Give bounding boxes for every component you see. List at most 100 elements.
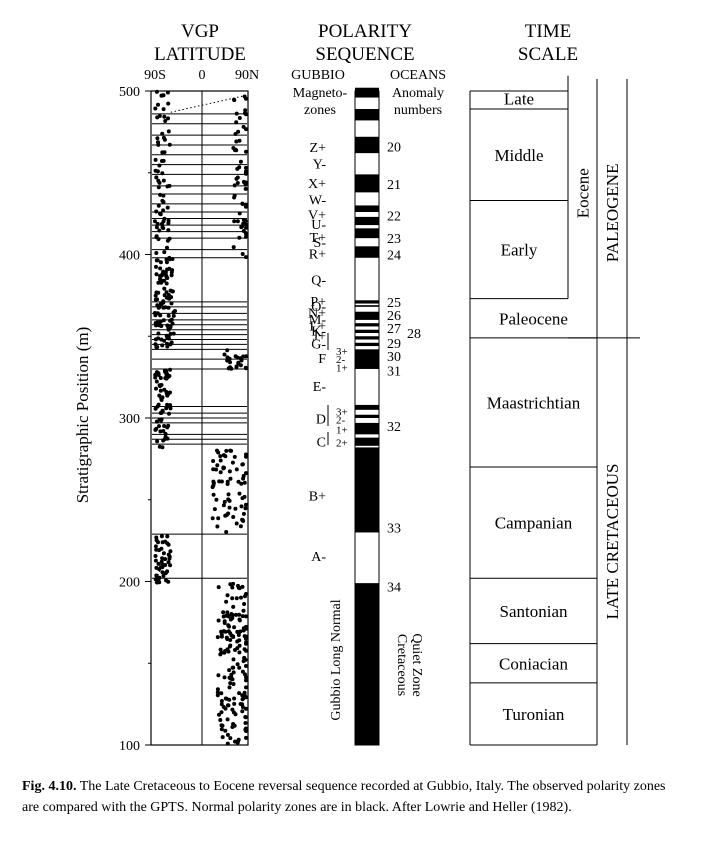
vgp-point — [241, 696, 246, 701]
vgp-point — [237, 116, 242, 120]
vgp-point — [236, 479, 241, 484]
vgp-point — [215, 687, 220, 692]
vgp-point — [232, 98, 237, 103]
vgp-point — [166, 313, 171, 318]
magnetozone-label: D — [316, 413, 326, 428]
vgp-point — [240, 517, 245, 522]
vgp-point — [164, 376, 169, 381]
vgp-point — [244, 675, 248, 680]
vgp-point — [157, 305, 162, 310]
vgp-point — [222, 352, 227, 357]
vgp-point — [216, 618, 221, 623]
caption-label: Fig. 4.10. — [22, 779, 77, 794]
vgp-point — [158, 211, 162, 216]
figure-caption: Fig. 4.10. The Late Cretaceous to Eocene… — [22, 776, 682, 818]
vgp-point — [160, 395, 165, 400]
vgp-point — [236, 360, 241, 365]
vgp-point — [211, 467, 216, 472]
vgp-point — [244, 231, 248, 236]
vgp-point — [242, 494, 247, 499]
normal-polarity-band — [355, 583, 379, 745]
vgp-point — [231, 682, 236, 686]
vgp-point — [225, 732, 230, 737]
vgp-point — [235, 181, 240, 185]
vgp-point — [165, 341, 169, 346]
magnetozones-label-line2: zones — [304, 103, 336, 118]
anomaly-number: 33 — [387, 522, 401, 537]
vgp-point — [235, 662, 240, 667]
vgp-point — [224, 599, 229, 604]
vgp-point — [219, 702, 224, 707]
vgp-point — [231, 635, 236, 639]
vgp-point — [215, 693, 220, 698]
cretaceous-quiet-zone-line2: Quiet Zone — [409, 633, 424, 696]
magnetozone-label: L+ — [310, 319, 327, 334]
y-tick-label: 400 — [119, 249, 140, 264]
vgp-dotted-line — [170, 95, 244, 113]
vgp-point — [153, 313, 158, 318]
vgp-point — [161, 226, 166, 231]
vgp-point — [160, 570, 165, 575]
normal-polarity-band — [355, 136, 379, 154]
y-tick-label: 200 — [119, 576, 140, 591]
vgp-point — [243, 657, 248, 662]
magnetozone-label: S- — [314, 236, 327, 251]
anomaly-number: 21 — [387, 178, 401, 193]
vgp-point — [170, 268, 175, 273]
period-label: PALEOGENE — [603, 164, 622, 263]
vgp-point — [154, 175, 159, 180]
anomaly-number: 20 — [387, 141, 401, 156]
normal-polarity-band — [355, 323, 379, 327]
vgp-point — [160, 445, 165, 450]
anomaly-number: 28 — [407, 327, 421, 342]
vgp-point — [221, 465, 226, 470]
vgp-point — [160, 565, 165, 570]
normal-polarity-band — [355, 404, 379, 410]
vgp-point — [156, 280, 161, 285]
vgp-point — [225, 355, 230, 360]
vgp-point — [154, 290, 159, 295]
stage-label: Middle — [494, 146, 543, 165]
vgp-point — [234, 521, 239, 526]
vgp-point — [216, 673, 221, 678]
vgp-point — [211, 492, 216, 497]
stage-label: Campanian — [495, 514, 573, 533]
stage-label: Coniacian — [499, 654, 568, 673]
stage-label: Late — [504, 89, 534, 108]
vgp-point — [210, 516, 215, 521]
vgp-point — [232, 454, 237, 459]
vgp-point — [165, 276, 170, 280]
vgp-point — [235, 355, 240, 360]
vgp-tick-0: 0 — [199, 68, 206, 83]
anomaly-number: 30 — [387, 350, 401, 365]
vgp-point — [236, 583, 240, 588]
vgp-point — [154, 573, 159, 578]
vgp-point — [169, 273, 174, 278]
normal-polarity-band — [355, 336, 379, 340]
vgp-point — [219, 691, 224, 696]
vgp-frame — [150, 90, 249, 746]
vgp-point — [225, 717, 230, 722]
vgp-point — [216, 450, 221, 455]
vgp-point — [167, 295, 172, 300]
epoch-label: Eocene — [574, 168, 593, 218]
vgp-point — [244, 678, 248, 683]
vgp-point — [154, 565, 159, 570]
vgp-point — [225, 610, 230, 615]
vgp-point — [159, 93, 164, 98]
vgp-point — [168, 549, 173, 554]
normal-polarity-band — [355, 447, 379, 533]
vgp-point — [211, 483, 216, 488]
vgp-point — [159, 534, 164, 539]
vgp-point — [240, 584, 245, 589]
normal-polarity-band — [355, 228, 379, 239]
vgp-point — [161, 269, 166, 274]
vgp-point — [243, 111, 247, 116]
vgp-point — [156, 561, 161, 566]
magnetozone-label: 2- — [336, 354, 346, 366]
vgp-point — [237, 612, 242, 617]
vgp-point — [154, 264, 158, 269]
magnetozone-label: M- — [309, 313, 326, 328]
vgp-point — [244, 127, 248, 132]
